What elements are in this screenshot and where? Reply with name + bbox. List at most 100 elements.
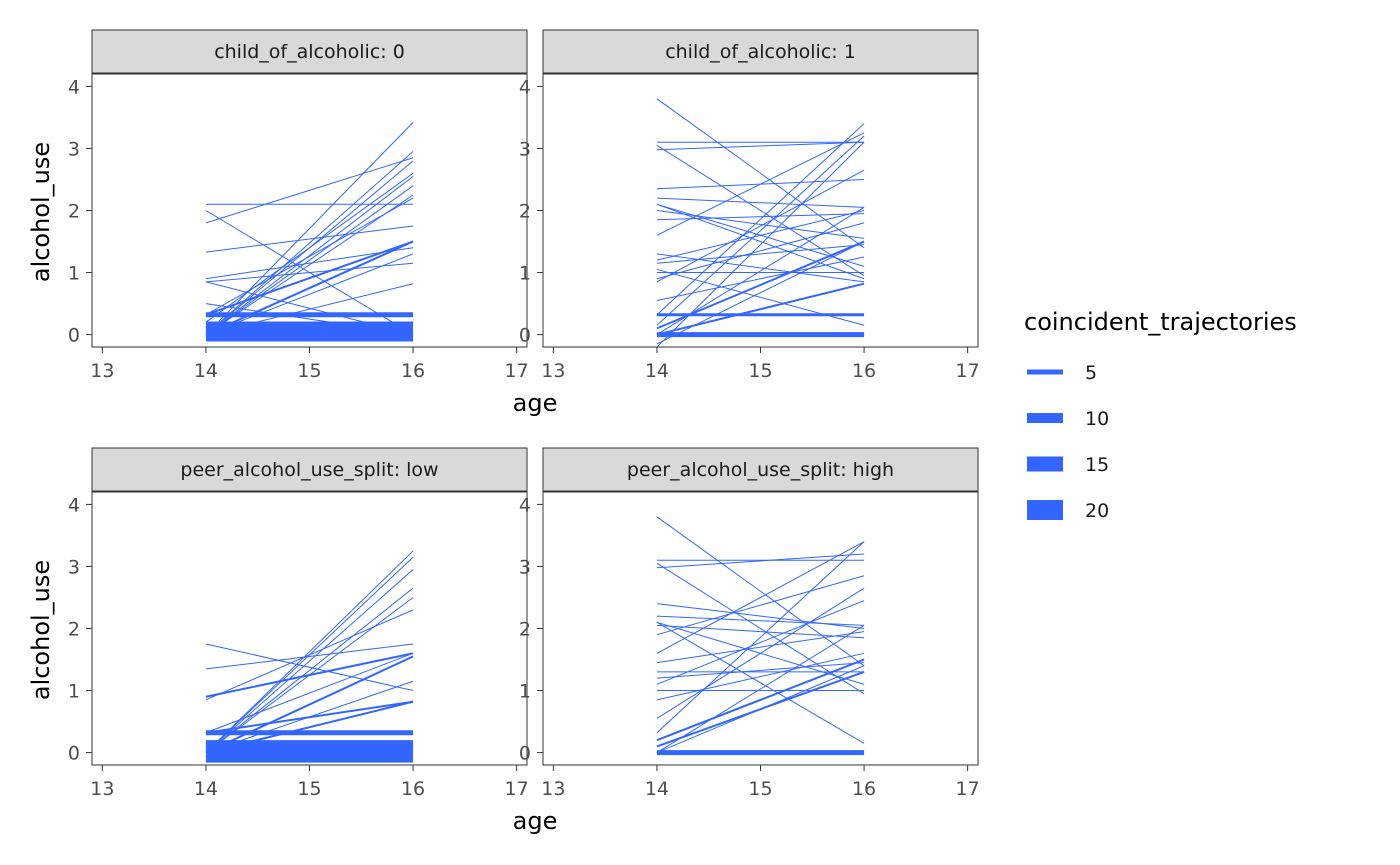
trajectory-line (656, 135, 865, 326)
legend-title: coincident_trajectories (1024, 308, 1297, 336)
trajectory-line (205, 262, 414, 283)
x-tick-label: 16 (401, 778, 425, 800)
trajectory-line (205, 643, 414, 692)
x-tick-label: 15 (297, 360, 321, 382)
facet-strip-label: peer_alcohol_use_split: high (627, 459, 894, 481)
trajectory-line (205, 225, 414, 253)
x-tick-label: 13 (90, 778, 114, 800)
trajectory-line (205, 247, 414, 280)
trajectory-line (656, 600, 865, 685)
y-tick-label: 2 (519, 619, 531, 641)
facet-strip-label: child_of_alcoholic: 1 (665, 41, 856, 63)
x-tick-label: 17 (505, 778, 529, 800)
trajectory-line (205, 197, 414, 316)
facet-strip (91, 29, 528, 74)
facet-panel: child_of_alcoholic: 1 13 14 15 16 17 0 1 2 3 4 (519, 29, 980, 382)
panel-background (91, 73, 528, 348)
trajectory-line (656, 169, 865, 283)
x-tick-label: 17 (956, 360, 980, 382)
trajectory-lines (656, 516, 865, 756)
legend-label: 20 (1085, 500, 1109, 522)
trajectory-line (205, 175, 414, 335)
trajectory-line (656, 144, 865, 277)
x-tick-label: 14 (645, 778, 669, 800)
trajectory-line (656, 541, 865, 734)
trajectory-line (656, 621, 865, 685)
y-tick-label: 0 (68, 325, 80, 347)
trajectory-line (656, 652, 865, 701)
trajectory-line (205, 652, 414, 734)
x-tick-label: 16 (852, 778, 876, 800)
trajectory-line (205, 569, 414, 753)
legend-label: 15 (1085, 454, 1109, 476)
x-tick-label: 13 (541, 778, 565, 800)
facet-strip (542, 447, 979, 492)
trajectory-line (656, 98, 865, 249)
trajectory-line (656, 244, 865, 264)
trajectory-line (205, 122, 414, 335)
x-axis-title-bottom: age (513, 807, 558, 835)
x-tick-label: 15 (748, 778, 772, 800)
y-tick-label: 4 (68, 494, 80, 516)
trajectory-line (205, 281, 414, 336)
legend-label: 5 (1085, 362, 1097, 384)
facet-panels: child_of_alcoholic: 013 14 15 16 1701234chil… (68, 29, 980, 800)
trajectory-line (205, 157, 414, 224)
facet-strip (542, 29, 979, 74)
panel-background (91, 491, 528, 766)
trajectory-line (656, 624, 865, 754)
y-tick-label: 1 (68, 681, 80, 703)
y-tick-label: 3 (68, 556, 80, 578)
trajectory-line (205, 597, 414, 753)
trajectory-line (656, 203, 865, 267)
y-tick-label: 1 (519, 263, 531, 285)
x-tick-label: 16 (401, 360, 425, 382)
trajectory-lines (656, 98, 865, 347)
trajectory-line (656, 631, 865, 664)
x-axis-title-top: age (513, 389, 558, 417)
trajectory-line (205, 655, 414, 754)
trajectory-line (205, 643, 414, 670)
x-tick-label: 14 (194, 778, 218, 800)
y-tick-label: 2 (68, 201, 80, 223)
trajectory-line (656, 615, 865, 626)
trajectory-line (205, 253, 414, 336)
trajectory-line (205, 151, 414, 335)
trajectory-lines (205, 550, 414, 763)
trajectory-line (656, 624, 865, 639)
x-tick-label: 14 (645, 360, 669, 382)
trajectory-line (656, 575, 865, 636)
x-tick-label: 17 (505, 360, 529, 382)
y-tick-label: 2 (68, 619, 80, 641)
legend: coincident_trajectories 5 10 15 20 (1024, 308, 1297, 522)
trajectory-line (656, 141, 865, 151)
y-tick-label: 0 (519, 743, 531, 765)
y-axis-title-top: alcohol_use (27, 142, 55, 282)
x-tick-label: 13 (541, 360, 565, 382)
y-tick-label: 4 (519, 494, 531, 516)
y-axis-title-bottom: alcohol_use (27, 560, 55, 700)
x-tick-label: 15 (297, 778, 321, 800)
trajectory-line (205, 303, 414, 336)
trajectory-line (656, 665, 865, 754)
trajectory-line (656, 553, 865, 569)
trajectory-line (656, 282, 865, 336)
y-tick-label: 3 (68, 138, 80, 160)
trajectory-line (656, 268, 865, 326)
y-tick-label: 1 (68, 263, 80, 285)
trajectory-line (656, 241, 865, 345)
x-tick-label: 15 (748, 360, 772, 382)
trajectory-line (656, 253, 865, 283)
y-tick-label: 4 (68, 76, 80, 98)
trajectory-line (205, 240, 414, 336)
trajectory-line (656, 222, 865, 280)
trajectory-line (205, 240, 414, 316)
legend-items: 5 10 15 20 (1027, 362, 1109, 522)
trajectory-line (205, 680, 414, 754)
trajectory-line (656, 123, 865, 316)
trajectory-line (656, 603, 865, 629)
x-tick-label: 13 (90, 360, 114, 382)
trajectory-line (656, 662, 865, 679)
